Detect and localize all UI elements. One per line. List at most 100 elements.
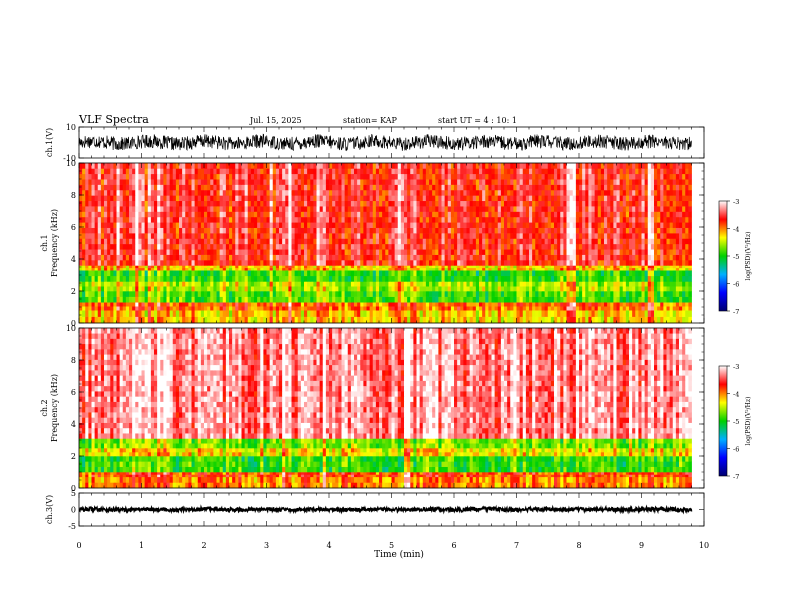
spectrogram-cell — [538, 270, 542, 277]
spectrogram-cell — [582, 281, 586, 287]
spectrogram-cell — [625, 281, 630, 287]
spectrogram-cell — [379, 227, 383, 234]
spectrogram-cell — [507, 302, 511, 307]
spectrogram-cell — [322, 211, 327, 218]
spectrogram-cell — [247, 206, 252, 212]
spectrogram-cell — [297, 195, 302, 202]
spectrogram-cell — [500, 238, 505, 245]
spectrogram-cell — [200, 306, 205, 311]
spectrogram-cell — [597, 316, 602, 324]
spectrogram-cell — [441, 216, 446, 223]
spectrogram-cell — [350, 275, 355, 282]
spectrogram-cell — [269, 275, 274, 282]
spectrogram-cell — [132, 233, 136, 239]
spectrogram-cell — [635, 275, 639, 282]
spectrogram-cell — [460, 195, 464, 202]
spectrogram-cell — [450, 291, 455, 297]
spectrogram-cell — [447, 195, 452, 202]
spectrogram-cell — [204, 265, 208, 269]
spectrogram-cell — [563, 227, 567, 234]
spectrogram-cell — [429, 302, 433, 307]
spectrogram-cell — [375, 260, 380, 266]
spectrogram-cell — [272, 216, 277, 223]
spectrogram-cell — [372, 200, 377, 207]
spectrogram-cell — [157, 233, 161, 239]
spectrogram-cell — [238, 211, 242, 218]
spectrogram-cell — [485, 211, 489, 218]
spectrogram-cell — [410, 222, 414, 228]
spectrogram-cell — [307, 270, 311, 277]
spectrogram-cell — [532, 260, 536, 266]
spectrogram-cell — [600, 316, 605, 324]
spectrogram-cell — [400, 296, 405, 303]
spectrogram-cell — [216, 227, 221, 234]
spectrogram-cell — [441, 200, 446, 207]
spectrogram-cell — [250, 249, 255, 255]
spectrogram-cell — [632, 306, 636, 311]
spectrogram-cell — [369, 281, 374, 287]
spectrogram-cell — [119, 254, 124, 261]
spectrogram-cell — [679, 222, 683, 228]
spectrogram-cell — [275, 227, 280, 234]
spectrogram-cell — [247, 310, 252, 317]
spectrogram-cell — [110, 206, 114, 212]
spectrogram-cell — [235, 249, 239, 255]
spectrogram-cell — [682, 270, 686, 277]
spectrogram-cell — [154, 302, 158, 307]
spectrogram-cell — [169, 238, 174, 245]
spectrogram-cell — [616, 265, 621, 269]
spectrogram-cell — [154, 267, 158, 271]
spectrogram-cell — [379, 275, 383, 282]
spectrogram-cell — [316, 227, 321, 234]
spectrogram-cell — [569, 227, 574, 234]
spectrogram-cell — [79, 291, 83, 297]
spectrogram-cell — [219, 227, 224, 234]
spectrogram-cell — [472, 211, 477, 218]
spectrogram-cell — [629, 211, 633, 218]
spectrogram-cell — [510, 233, 514, 239]
spectrogram-cell — [100, 206, 105, 212]
spectrogram-cell — [432, 281, 436, 287]
spectrogram-cell — [497, 316, 502, 324]
spectrogram-cell — [122, 200, 127, 207]
spectrogram-cell — [413, 195, 417, 202]
spectrogram-cell — [469, 254, 474, 261]
spectrogram-cell — [260, 267, 264, 271]
spectrogram-cell — [616, 316, 621, 324]
spectrogram-cell — [244, 227, 249, 234]
spectrogram-cell — [669, 249, 674, 255]
spectrogram-cell — [210, 254, 214, 261]
spectrogram-cell — [647, 200, 652, 207]
spectrogram-cell — [629, 281, 633, 287]
spectrogram-cell — [397, 254, 402, 261]
spectrogram-cell — [394, 270, 399, 277]
spectrogram-cell — [154, 291, 158, 297]
spectrogram-cell — [572, 286, 577, 292]
spectrogram-cell — [582, 243, 586, 250]
spectrogram-cell — [619, 316, 624, 324]
spectrogram-cell — [525, 222, 530, 228]
spectrogram-cell — [519, 310, 524, 317]
spectrogram-cell — [382, 265, 386, 269]
spectrogram-cell — [379, 206, 383, 212]
spectrogram-cell — [157, 238, 161, 245]
spectrogram-cell — [579, 233, 583, 239]
spectrogram-cell — [594, 206, 599, 212]
spectrogram-cell — [166, 270, 171, 277]
spectrogram-cell — [107, 296, 111, 303]
spectrogram-cell — [182, 260, 186, 266]
spectrogram-cell — [225, 211, 230, 218]
spectrogram-cell — [244, 222, 249, 228]
spectrogram-cell — [682, 306, 686, 311]
spectrogram-cell — [125, 291, 130, 297]
spectrogram-cell — [82, 227, 86, 234]
spectrogram-cell — [622, 260, 627, 266]
spectrogram-cell — [122, 211, 127, 218]
spectrogram-cell — [475, 275, 480, 282]
spectrogram-cell — [647, 249, 652, 255]
spectrogram-cell — [172, 306, 177, 311]
spectrogram-cell — [325, 238, 330, 245]
spectrogram-cell — [279, 296, 283, 303]
spectrogram-cell — [500, 275, 505, 282]
spectrogram-cell — [138, 222, 142, 228]
